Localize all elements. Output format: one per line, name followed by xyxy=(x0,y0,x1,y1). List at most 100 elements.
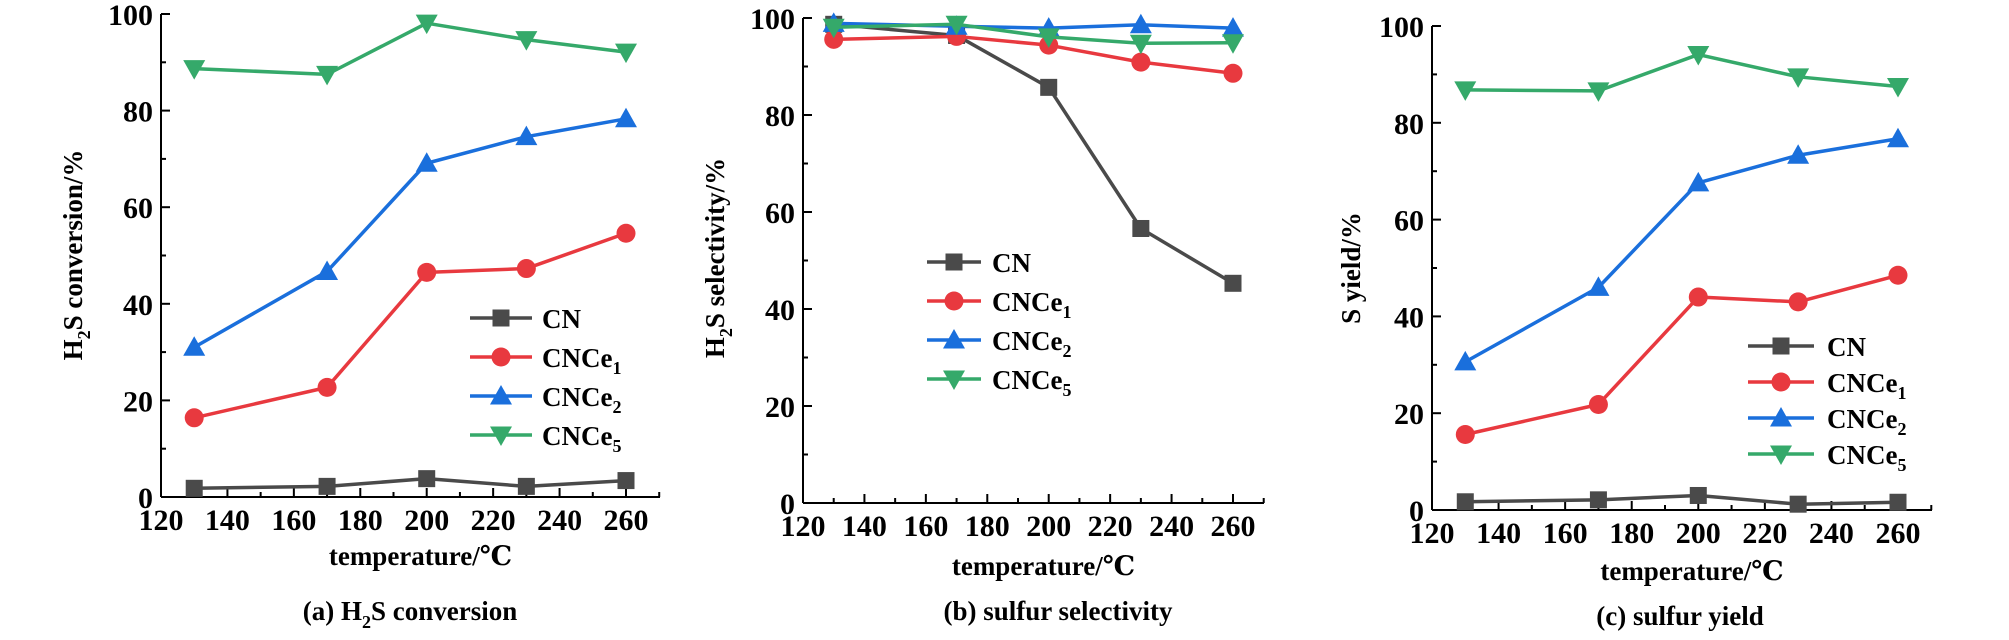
data-point xyxy=(822,18,845,39)
data-point xyxy=(516,259,536,279)
legend-item: CNCe5 xyxy=(927,365,1071,400)
data-point xyxy=(1888,265,1908,285)
data-point xyxy=(1132,219,1150,237)
data-point xyxy=(317,377,337,397)
legend-label-main: CN xyxy=(1827,332,1866,362)
series-cn xyxy=(825,15,1242,292)
data-point xyxy=(418,470,436,488)
legend-item: CN xyxy=(1748,332,1866,362)
legend-label-main: CNCe xyxy=(1827,440,1897,470)
x-tick-label: 120 xyxy=(781,510,826,543)
panel-caption-main: (b) sulfur selectivity xyxy=(944,596,1173,626)
legend-item: CNCe5 xyxy=(1748,440,1906,475)
x-tick-label: 240 xyxy=(537,504,582,537)
data-point xyxy=(415,152,438,172)
legend-label: CN xyxy=(1827,332,1866,362)
x-tick-label: 180 xyxy=(338,504,383,537)
y-axis-title-subscript: 2 xyxy=(74,330,94,339)
legend-label-main: CNCe xyxy=(992,365,1062,395)
legend-label: CN xyxy=(992,248,1031,278)
legend-marker xyxy=(943,329,965,349)
data-point xyxy=(1687,46,1710,66)
legend-label: CNCe1 xyxy=(992,287,1071,322)
y-tick-label: 80 xyxy=(123,96,153,129)
data-point xyxy=(1224,274,1242,292)
data-point xyxy=(824,29,844,49)
data-point xyxy=(415,14,438,35)
data-point xyxy=(185,479,203,497)
legend-label-subscript: 1 xyxy=(612,358,621,378)
legend-item: CN xyxy=(927,248,1031,278)
data-point xyxy=(1787,68,1810,88)
data-point xyxy=(1222,17,1244,37)
y-tick-label: 60 xyxy=(765,197,795,230)
data-point xyxy=(1787,144,1810,164)
x-tick-label: 240 xyxy=(1149,510,1194,543)
data-point xyxy=(515,31,538,51)
legend-label-main: CNCe xyxy=(542,382,612,412)
data-point xyxy=(1455,424,1475,444)
y-tick-label: 0 xyxy=(780,488,795,521)
x-tick-label: 200 xyxy=(404,504,449,537)
data-point xyxy=(183,60,206,80)
data-point xyxy=(1687,171,1710,192)
legend-marker xyxy=(1772,337,1790,355)
legend-label-main: CNCe xyxy=(992,287,1062,317)
data-point xyxy=(615,107,637,128)
legend-marker xyxy=(1771,372,1791,392)
x-tick-label: 160 xyxy=(903,510,948,543)
series-cnce1 xyxy=(184,223,636,428)
x-tick-label: 260 xyxy=(1211,510,1256,543)
y-tick-label: 20 xyxy=(1394,398,1424,431)
legend-marker xyxy=(490,385,512,405)
data-point xyxy=(1587,82,1610,102)
y-axis-title-rest: S selectivity/% xyxy=(700,158,730,328)
x-tick-label: 140 xyxy=(205,504,250,537)
legend-label-subscript: 2 xyxy=(1062,341,1071,361)
x-tick-label: 140 xyxy=(842,510,887,543)
data-point xyxy=(184,408,204,428)
legend-label-subscript: 5 xyxy=(1897,455,1906,475)
series-line xyxy=(833,22,1234,285)
x-tick-label: 220 xyxy=(1088,510,1133,543)
series-line xyxy=(194,21,627,77)
legend-label-subscript: 2 xyxy=(1897,419,1906,439)
legend-item: CN xyxy=(470,304,581,334)
legend-item: CNCe2 xyxy=(1748,404,1906,439)
data-point xyxy=(316,65,339,86)
data-point xyxy=(1588,394,1608,414)
data-point xyxy=(1131,52,1151,72)
legend-item: CNCe5 xyxy=(470,421,621,456)
series-line xyxy=(1464,137,1899,364)
series-cnce1 xyxy=(1455,265,1908,444)
data-point xyxy=(1889,493,1907,511)
y-axis-title-subscript: 2 xyxy=(716,328,736,337)
x-tick-label: 200 xyxy=(1676,517,1721,550)
y-tick-label: 100 xyxy=(1379,11,1424,44)
panel-caption-subscript: 2 xyxy=(362,612,371,632)
data-point xyxy=(1689,486,1707,504)
data-point xyxy=(517,477,535,495)
x-axis-title: temperature/℃ xyxy=(952,551,1135,581)
data-point xyxy=(1037,28,1060,48)
series-line xyxy=(1465,52,1899,93)
data-point xyxy=(1129,13,1152,34)
data-point xyxy=(1454,350,1477,371)
data-point xyxy=(1887,127,1909,148)
data-point xyxy=(1223,63,1243,83)
axes: 0 20 40 60 80 100 120 140 160 180 200 220 240 260 xyxy=(750,3,1265,543)
series-cnce2 xyxy=(183,107,637,356)
data-point xyxy=(616,223,636,243)
panel-sulfur-yield: 0 20 40 60 80 100 120 140 160 180 200 220 240 260 temp… xyxy=(1336,11,1933,631)
data-point xyxy=(945,15,968,36)
legend-label-main: CNCe xyxy=(1827,404,1897,434)
data-point xyxy=(1789,495,1807,513)
x-tick-label: 200 xyxy=(1026,510,1071,543)
data-point xyxy=(1040,78,1058,96)
data-point xyxy=(1788,292,1808,312)
legend-label: CNCe5 xyxy=(542,421,621,456)
x-axis-title: temperature/℃ xyxy=(329,541,512,571)
